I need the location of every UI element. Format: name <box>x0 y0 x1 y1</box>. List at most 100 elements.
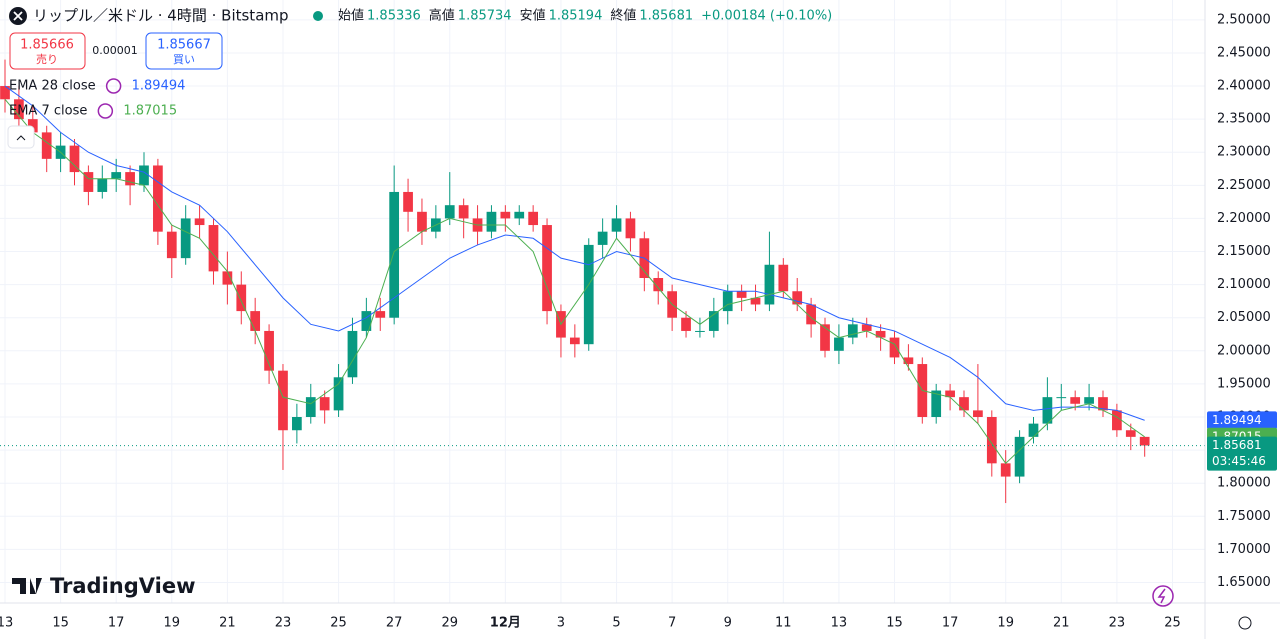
candle-body <box>736 291 747 298</box>
candle-body <box>208 225 219 272</box>
sell-button[interactable] <box>9 32 86 70</box>
sell-price[interactable]: 1.85666 <box>20 38 74 53</box>
y-tick-label: 2.45000 <box>1217 45 1271 60</box>
candle-body <box>1028 423 1039 437</box>
candle-body <box>41 132 52 159</box>
candle-body <box>806 304 816 325</box>
stats: 始値 1.85336 高値 1.85734 安値 1.85194 終値 1.85681 +0.0… <box>338 8 832 24</box>
stat-label: 終値 <box>610 8 636 24</box>
collapse-button[interactable] <box>7 125 35 149</box>
candle-body <box>1070 397 1081 404</box>
candle-body <box>83 172 94 192</box>
stat-change: +0.00184 (+0.10%) <box>701 9 832 24</box>
grid <box>0 0 1205 603</box>
y-tick-label: 2.50000 <box>1217 12 1271 27</box>
candle-body <box>27 119 38 133</box>
x-tick-label: 19 <box>997 616 1014 631</box>
y-tick-label: 2.40000 <box>1217 79 1271 94</box>
candle-body <box>139 165 149 186</box>
candle-body <box>319 397 330 411</box>
candle-body <box>625 218 636 239</box>
candle-body <box>778 264 789 292</box>
ema-line <box>4 98 1145 465</box>
buy-button[interactable] <box>145 32 223 70</box>
candle-body <box>708 311 719 331</box>
sell-label[interactable]: 売り <box>36 53 58 66</box>
candle-body <box>931 390 942 418</box>
x-tick-label: 23 <box>1109 616 1126 631</box>
candle-body <box>500 211 511 219</box>
candle-body <box>361 311 372 331</box>
candle-body <box>264 330 274 371</box>
candle-body <box>542 225 552 312</box>
plot <box>0 59 1205 504</box>
x-tick-label: 27 <box>386 616 403 631</box>
candle-body <box>611 218 622 232</box>
x-tick-label: 17 <box>108 616 125 631</box>
candle-body <box>166 231 177 259</box>
status-dot <box>313 11 323 21</box>
candle-body <box>194 218 205 226</box>
candle-body <box>875 330 886 338</box>
candle-body <box>986 417 997 464</box>
settings-icon[interactable] <box>1238 616 1252 630</box>
ema-line <box>4 85 1145 421</box>
price-tag-label: 1.89494 <box>1212 413 1262 427</box>
candle-body <box>125 172 135 186</box>
candle-body <box>569 337 580 345</box>
alert-icon[interactable] <box>1152 585 1174 607</box>
candle-body <box>1112 410 1122 431</box>
candle-body <box>514 211 525 219</box>
candle-body <box>861 324 872 331</box>
candle-body <box>1014 436 1025 477</box>
legend-name: EMA 7 close <box>9 104 87 119</box>
legend: EMA 28 close 1.89494 EMA 7 close 1.87015 <box>9 78 186 119</box>
y-tick-label: 2.35000 <box>1217 112 1271 127</box>
legend-value: 1.89494 <box>132 79 186 94</box>
candle-body <box>847 324 858 338</box>
candle-body <box>444 205 455 219</box>
x-tick-label: 17 <box>942 616 959 631</box>
x-tick-label: 23 <box>275 616 292 631</box>
stat-label: 安値 <box>520 8 546 24</box>
candle-body <box>278 370 288 431</box>
logo: TradingView <box>50 574 195 598</box>
candle-body <box>333 377 344 411</box>
collapse-icon[interactable] <box>16 135 26 141</box>
stat-value: 1.85734 <box>458 9 512 24</box>
last-price-label: 1.85681 <box>1212 438 1262 452</box>
candle-body <box>292 417 302 431</box>
buy-label[interactable]: 買い <box>173 53 195 66</box>
x-tick-label: 25 <box>1164 616 1181 631</box>
y-tick-label: 1.75000 <box>1217 509 1271 524</box>
candle-body <box>111 172 122 179</box>
x-tick-label: 21 <box>219 616 236 631</box>
y-tick-label: 2.15000 <box>1217 244 1271 259</box>
y-tick-label: 1.70000 <box>1217 542 1271 557</box>
candle-body <box>528 211 539 226</box>
y-tick-label: 1.95000 <box>1217 376 1271 391</box>
stat-label: 高値 <box>429 8 455 24</box>
candle-body <box>945 390 955 398</box>
x-tick-label: 29 <box>441 616 458 631</box>
candle-body <box>750 297 761 305</box>
x-tick-label: 7 <box>668 616 676 631</box>
stat-value: 1.85336 <box>367 9 421 24</box>
x-tick-label: 5 <box>612 616 620 631</box>
x-tick-label: 15 <box>52 616 69 631</box>
buy-price[interactable]: 1.85667 <box>157 38 211 53</box>
x-tick-label: 9 <box>724 616 732 631</box>
candle-body <box>695 330 705 332</box>
x-tick-label: 13 <box>0 616 13 631</box>
spread: 0.00001 <box>92 44 138 57</box>
alert-icon[interactable] <box>1157 588 1166 604</box>
x-tick-label: 11 <box>775 616 792 631</box>
y-tick-label: 1.80000 <box>1217 476 1271 491</box>
candle-body <box>834 337 844 351</box>
candle-body <box>597 231 608 245</box>
y-tick-label: 2.00000 <box>1217 343 1271 358</box>
candle-body <box>305 397 316 418</box>
symbol-icon <box>13 11 23 21</box>
